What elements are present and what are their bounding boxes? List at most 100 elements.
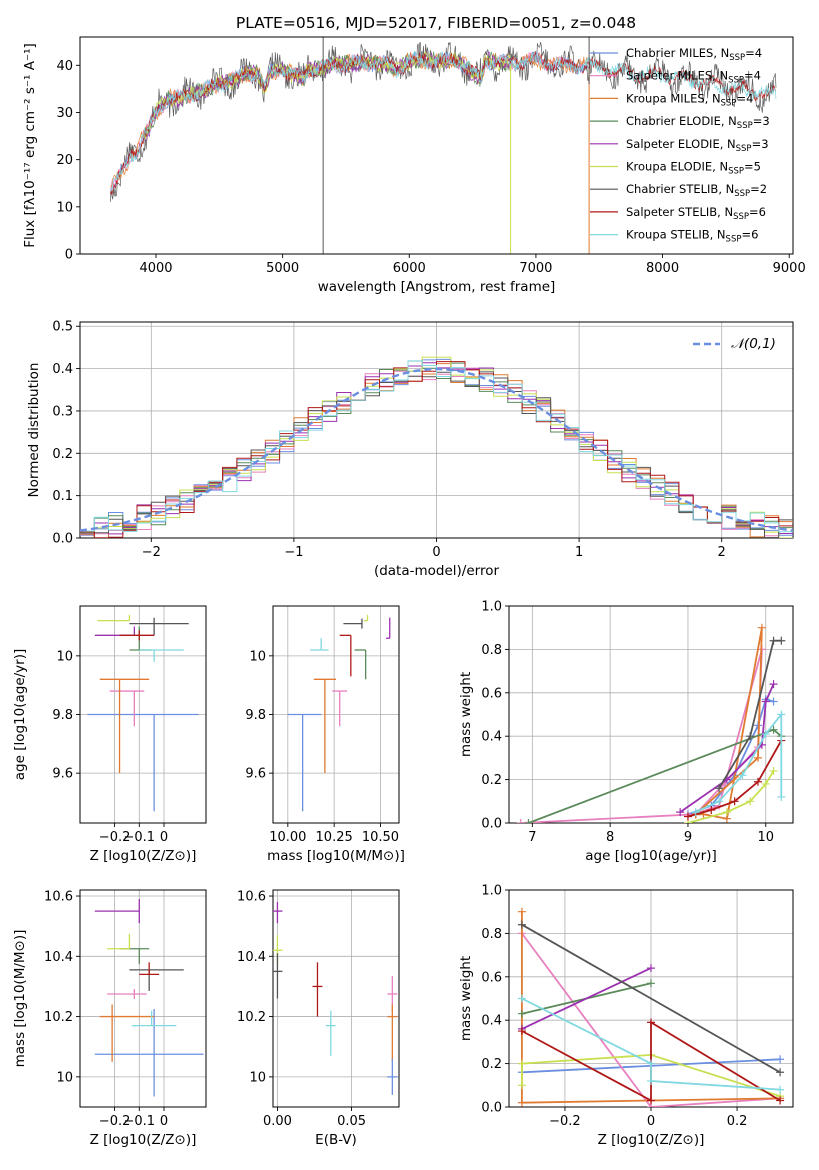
weight-point-marker [516,819,525,823]
legend-subscript: SSP [737,121,753,131]
weight-point-marker [761,779,770,788]
y-tick-label: 0.3 [52,404,73,419]
y-axis-label: Flux [fλ10⁻¹⁷ erg cm⁻² s⁻¹ A⁻¹] [22,43,38,248]
histogram-series [80,360,793,533]
legend-subscript: SSP [736,144,752,154]
x-tick-label: −0.2 [99,1114,131,1129]
normal-curve [80,367,793,532]
weight-point-marker [776,1055,785,1064]
x-tick-label: 8 [606,830,614,845]
weight-point-marker [776,1096,785,1105]
weight-point-marker [769,725,778,734]
weight-point-marker [676,808,685,817]
axes-frame [508,605,794,824]
weight-point-marker [761,697,770,706]
spectrum-series-line [110,51,590,195]
x-tick-label: 0 [647,1114,655,1129]
legend-entry: Chabrier MILES, NSSP=4 [626,46,762,63]
legend-value: =2 [750,182,767,196]
weight-point-marker [769,636,778,645]
histogram-group [80,356,793,538]
weight-point-marker [753,753,762,762]
grid-lines [273,606,399,823]
y-tick-label: 9.8 [52,708,73,723]
axes-frame [79,605,207,824]
x-axis-label: age [log10(age/yr)] [585,848,717,864]
y-axis-label: mass [log10(M/M⊙)] [12,930,28,1068]
x-tick-label: 0 [160,1114,168,1129]
weight-point-marker [647,1018,655,1027]
weight-series-line [521,1053,781,1098]
legend-value: =3 [752,137,769,151]
y-tick-label: 10 [56,649,73,664]
y-tick-label: 0.0 [481,817,502,832]
weight-point-marker [776,1068,785,1077]
y-tick-label: 0.6 [481,970,502,985]
axes-frame [79,889,207,1108]
weight-point-marker [777,710,786,719]
y-tick-label: 10 [249,649,266,664]
x-tick-label: 7000 [519,261,552,276]
weight-series-line [521,923,781,1074]
y-tick-label: 10 [56,1070,73,1085]
legend-entry: Kroupa MILES, NSSP=4 [626,91,753,108]
errorbar-group [87,614,199,812]
grid-lines [80,322,793,539]
legend-text: Chabrier MILES, N [626,46,729,60]
x-tick-label: −2 [142,545,161,560]
legend-entry: Chabrier STELIB, NSSP=2 [626,182,767,199]
legend-text: Kroupa STELIB, N [626,228,726,242]
legend-text: Salpeter MILES, N [626,69,728,83]
x-tick-label: 0.05 [337,1114,366,1129]
legend-text: Kroupa MILES, N [626,91,721,105]
x-tick-label: 2 [718,545,726,560]
panel-weight_vs_Z: −0.2 0 0.2 0.0 0.2 0.4 0.6 0.8 1.0 Z [log10(Z/Z⊙)… [458,884,794,1148]
weight-point-marker [753,777,762,786]
legend-text: Salpeter ELODIE, N [626,137,736,151]
y-tick-label: 0 [65,248,73,263]
weight-point-marker [777,792,786,801]
axes-frame [79,321,794,539]
weight-series-line [521,932,781,1107]
weight-point-marker [757,623,766,632]
y-tick-label: 30 [56,106,73,121]
legend-entry: Chabrier ELODIE, NSSP=3 [626,114,770,131]
weight-point-marker [746,732,755,741]
y-tick-label: 0.0 [481,1101,502,1116]
weight-series-line [521,911,781,1104]
weight-point-marker [524,819,533,823]
x-tick-label: 5000 [266,261,299,276]
weight-point-marker [517,1081,526,1090]
weight-point-marker [776,1085,785,1094]
weight-point-marker [647,964,655,973]
panel-mass_vs_EBV: 0.00 0.05 10 10.2 10.4 10.6 E(B-V) [237,889,400,1148]
x-tick-label: 10.25 [316,830,353,845]
legend-text: Chabrier STELIB, N [626,182,734,196]
grid-lines [509,605,793,824]
legend-subscript: SSP [728,76,744,86]
weight-point-marker [517,994,526,1003]
y-tick-label: 0.4 [52,362,73,377]
legend-value: =6 [741,228,758,242]
x-tick-label: 0 [160,830,168,845]
weight-point-marker [683,812,692,821]
x-tick-label: 10 [757,830,774,845]
y-tick-label: 10.4 [44,950,73,965]
weight-point-marker [517,1027,526,1036]
errorbar-group [287,614,391,812]
panel-spectrum: 4000 5000 6000 7000 8000 9000 0 10 20 30 40 wavelen… [22,36,806,295]
histogram-series [80,356,793,538]
legend-subscript: SSP [728,167,744,177]
y-tick-label: 0.8 [481,927,502,942]
grid-lines [80,890,206,1107]
weight-series-line [521,967,652,1030]
weight-point-marker [647,1096,655,1105]
legend-text: Kroupa ELODIE, N [626,160,728,174]
weight-point-marker [517,1098,526,1107]
x-tick-label: −0.2 [99,830,131,845]
x-tick-label: 1 [575,545,583,560]
legend-text: Chabrier ELODIE, N [626,114,737,128]
x-axis-label: Z [log10(Z/Z⊙)] [90,1132,197,1148]
y-tick-label: 0.2 [52,447,73,462]
